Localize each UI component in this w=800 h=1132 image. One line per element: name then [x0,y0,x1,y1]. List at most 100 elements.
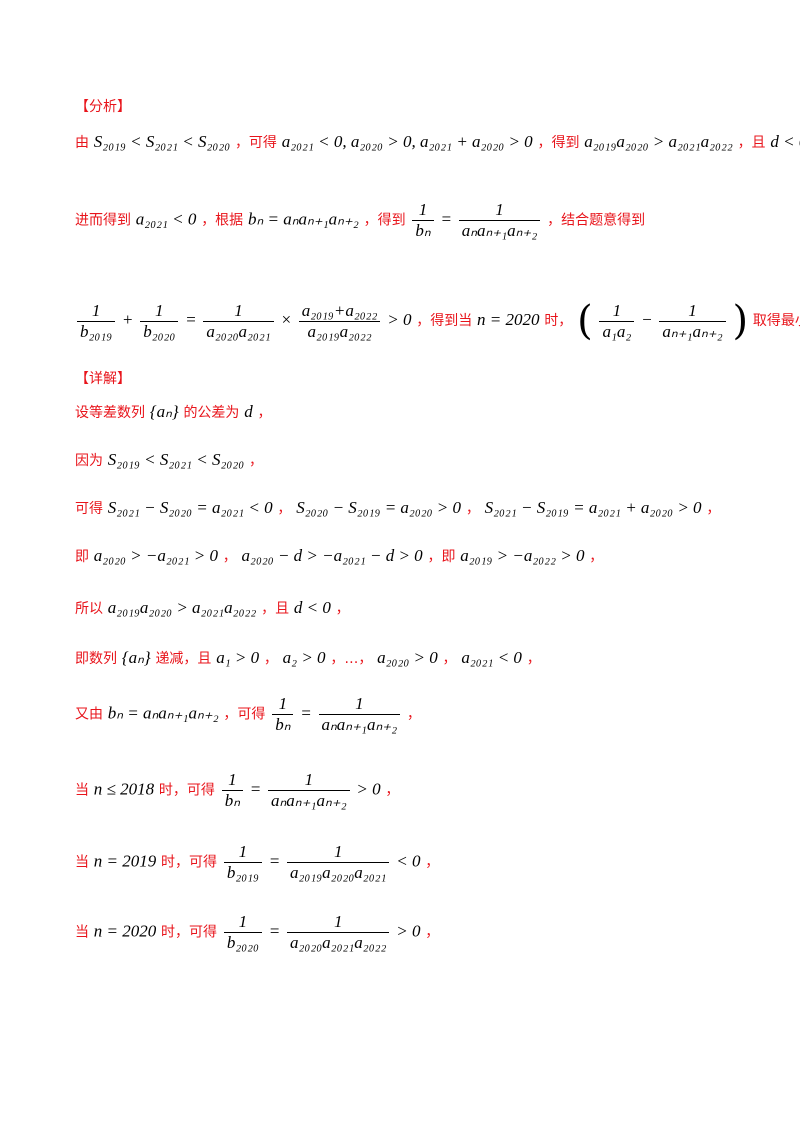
text: 又由 [75,706,103,723]
math: S₂₀₁₉ < S₂₀₂₁ < S₂₀₂₀ [107,450,245,469]
text: ，即 [427,549,456,565]
text: ，结合题意得到 [547,212,646,229]
text: ，可得 [223,706,266,723]
analysis-line-1: 由 S₂₀₁₉ < S₂₀₂₁ < S₂₀₂₀ ，可得 a₂₀₂₁ < 0, a… [75,132,800,152]
math: > 0 [387,310,412,329]
fraction: 1 aₙaₙ₊₁aₙ₊₂ [458,200,541,241]
minus: − [641,310,653,329]
text: ，根据 [201,212,244,229]
fraction: 1 a₁a₂ [599,301,635,342]
text: 当 [75,924,89,941]
text: ， [442,651,457,667]
text: 递减，且 [155,651,212,667]
solution-line-4: 即 a₂₀₂₀ > −a₂₀₂₁ > 0 ， a₂₀₂₀ − d > −a₂₀₂… [75,546,603,566]
math: S₂₀₂₀ − S₂₀₁₉ = a₂₀₂₀ > 0 [296,498,462,517]
math: n = 2019 [93,851,157,871]
text: 时，可得 [161,854,218,871]
equals: = [268,921,281,941]
solution-line-1: 设等差数列 {aₙ} 的公差为 d ， [75,402,272,422]
text: ， [526,651,541,667]
equals: = [268,851,281,871]
math: a₂₀₂₁ < 0 [135,209,197,229]
text: ，得到当 [416,313,473,329]
fraction: 1 aₙaₙ₊₁aₙ₊₂ [318,694,401,735]
text: ，且 [737,135,766,151]
analysis-heading: 【分析】 [75,99,131,115]
analysis-line-3: 1 b₂₀₁₉ + 1 b₂₀₂₀ = 1 a₂₀₂₀a₂₀₂₁ × a₂₀₁₉+a₂… [75,298,800,344]
text: ， [263,651,278,667]
equals: = [440,209,452,229]
fraction: 1 a₂₀₂₀a₂₀₂₁ [203,301,274,342]
math: S₂₀₂₁ − S₂₀₂₀ = a₂₀₂₁ < 0 [107,498,273,517]
math: d < 0 [770,132,800,151]
fraction: 1 bₙ [221,770,243,811]
fraction: 1 aₙaₙ₊₁aₙ₊₂ [268,770,350,811]
text: ，…， [330,651,373,667]
text: 时， [544,313,573,329]
equals: = [300,703,312,723]
math: n ≤ 2018 [93,779,155,799]
text: 由 [75,135,89,151]
text: ， [589,549,604,565]
text: ， [335,601,350,617]
left-paren: ( [577,298,593,344]
math: S₂₀₁₉ < S₂₀₂₁ < S₂₀₂₀ [93,132,231,151]
math: a₂₀₂₀ > 0 [377,648,438,667]
fraction: a₂₀₁₉+a₂₀₂₂ a₂₀₁₉a₂₀₂₂ [298,301,381,342]
text: ， [465,501,480,517]
text: ， [385,782,400,799]
text: 即 [75,549,89,565]
math: a₁ > 0 [216,648,260,667]
solution-line-2: 因为 S₂₀₁₉ < S₂₀₂₁ < S₂₀₂₀ ， [75,450,263,470]
solution-line-5: 所以 a₂₀₁₉a₂₀₂₀ > a₂₀₂₁a₂₀₂₂ ，且 d < 0 ， [75,598,350,618]
math: bₙ = aₙaₙ₊₁aₙ₊₂ [107,703,219,723]
math: > 0 [396,921,421,941]
fraction: 1 b₂₀₂₀ [223,912,262,953]
plus: + [121,310,134,329]
text: ， [277,501,292,517]
text: ， [706,501,721,517]
text: ， [222,549,237,565]
fraction: 1 a₂₀₁₉a₂₀₂₀a₂₀₂₁ [287,842,390,883]
text: ，得到 [537,135,580,151]
math: d < 0 [293,598,331,617]
fraction: 1 a₂₀₂₀a₂₀₂₁a₂₀₂₂ [287,912,390,953]
text: ， [248,453,263,469]
fraction: 1 bₙ [272,694,294,735]
solution-line-3: 可得 S₂₀₂₁ − S₂₀₂₀ = a₂₀₂₁ < 0 ， S₂₀₂₀ − S… [75,498,720,518]
text: ， [257,405,272,421]
math: a₂₀₂₀ − d > −a₂₀₂₁ − d > 0 [241,546,423,565]
text: 因为 [75,453,103,469]
math: a₂₀₁₉a₂₀₂₀ > a₂₀₂₁a₂₀₂₂ [107,598,257,617]
math: {aₙ} [121,648,151,667]
math: a₂₀₁₉ > −a₂₀₂₂ > 0 [460,546,585,565]
solution-line-8: 当 n ≤ 2018 时，可得 1 bₙ = 1 aₙaₙ₊₁aₙ₊₂ > 0 ， [75,770,399,811]
math: > 0 [356,779,381,799]
math: n = 2020 [93,921,157,941]
math: bₙ = aₙaₙ₊₁aₙ₊₂ [247,209,359,229]
text: 设等差数列 [75,405,145,421]
fraction: 1 b₂₀₂₀ [140,301,179,342]
solution-line-10: 当 n = 2020 时，可得 1 b₂₀₂₀ = 1 a₂₀₂₀a₂₀₂₁a₂₀₂… [75,912,439,953]
fraction: 1 b₂₀₁₉ [223,842,262,883]
equals: = [249,779,262,799]
math: a₂₀₂₁ < 0, a₂₀₂₀ > 0, a₂₀₂₁ + a₂₀₂₀ > 0 [281,132,533,151]
solution-line-7: 又由 bₙ = aₙaₙ₊₁aₙ₊₂ ，可得 1 bₙ = 1 aₙaₙ₊₁aₙ₊₂… [75,694,421,735]
math: a₂₀₁₉a₂₀₂₀ > a₂₀₂₁a₂₀₂₂ [584,132,733,151]
text: ， [425,924,440,941]
solution-heading: 【详解】 [75,371,131,387]
text: 当 [75,854,89,871]
text: 即数列 [75,651,117,667]
math: a₂₀₂₁ < 0 [461,648,522,667]
text: 可得 [75,501,103,517]
fraction: 1 aₙ₊₁aₙ₊₂ [659,301,726,342]
right-paren: ) [732,298,749,344]
equals: = [185,310,197,329]
text: ， [406,706,421,723]
math: a₂₀₂₀ > −a₂₀₂₁ > 0 [93,546,218,565]
math: < 0 [396,851,421,871]
solution-line-6: 即数列 {aₙ} 递减，且 a₁ > 0 ， a₂ > 0 ，…， a₂₀₂₀ … [75,648,541,668]
math: S₂₀₂₁ − S₂₀₁₉ = a₂₀₂₁ + a₂₀₂₀ > 0 [484,498,702,517]
fraction: 1 bₙ [412,200,434,241]
text: ， [425,854,440,871]
